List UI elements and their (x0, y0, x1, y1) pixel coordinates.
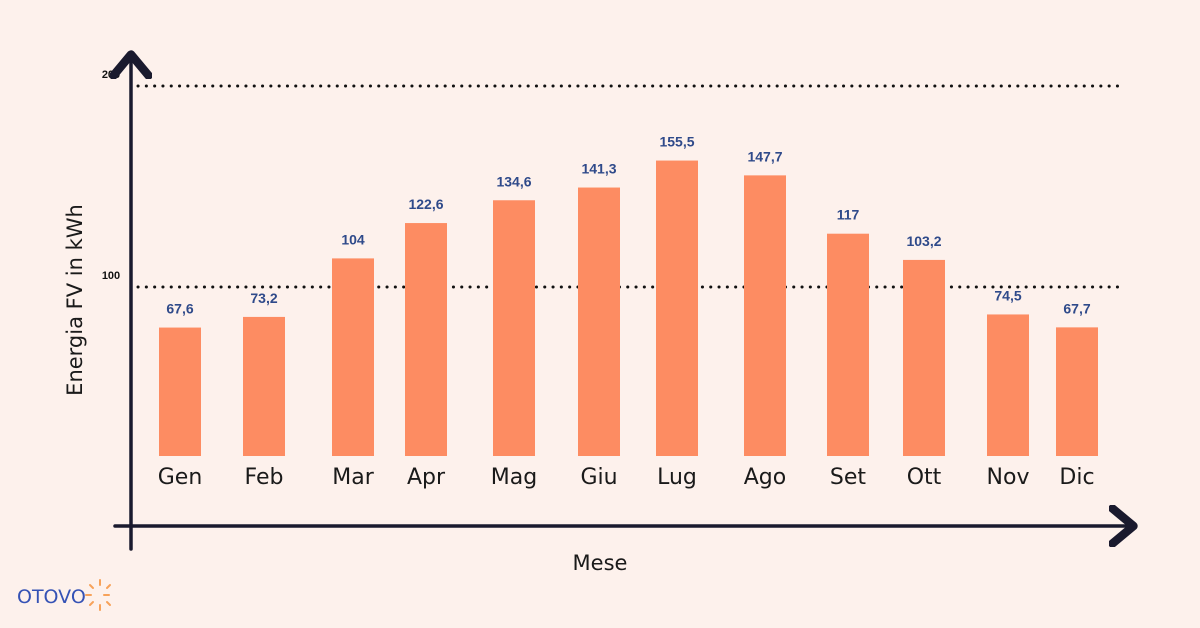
value-label: 134,6 (496, 173, 531, 189)
category-label: Lug (657, 465, 697, 490)
value-label: 117 (837, 207, 860, 223)
bar-ott (903, 259, 945, 456)
category-label: Mar (332, 465, 374, 490)
bar-lug (656, 160, 698, 457)
value-label: 104 (341, 231, 365, 247)
category-label: Dic (1059, 465, 1094, 490)
value-label: 147,7 (747, 148, 782, 164)
category-label: Ago (744, 465, 786, 490)
value-label: 67,7 (1063, 300, 1090, 316)
category-label: Feb (245, 465, 284, 490)
gridlines (136, 84, 1122, 289)
bar-giu (578, 187, 620, 456)
value-label: 141,3 (581, 161, 616, 177)
bar-mag (493, 200, 535, 456)
y-tick-label: 100 (102, 270, 120, 282)
otovo-logo: OTOVO (17, 579, 111, 611)
logo-text: OTOVO (17, 586, 86, 608)
category-label: Set (830, 465, 867, 490)
value-label: 73,2 (250, 290, 277, 306)
bar-feb (243, 316, 285, 456)
x-axis-title: Mese (573, 551, 628, 575)
bar-ago (744, 175, 786, 456)
bar-set (827, 233, 869, 456)
bars: 67,6 Gen 73,2 Feb 104 Mar 122,6 Apr 134,6 Mag 141,… (158, 134, 1098, 490)
value-label: 67,6 (166, 301, 193, 317)
category-label: Gen (158, 465, 203, 490)
sun-icon (85, 579, 111, 611)
y-axis-title: Energia FV in kWh (63, 204, 87, 396)
bar-apr (405, 223, 447, 456)
bar-gen (159, 327, 201, 456)
category-label: Mag (491, 465, 537, 490)
y-tick-label: 200 (102, 69, 120, 81)
category-label: Giu (580, 465, 617, 490)
value-label: 74,5 (994, 287, 1021, 303)
value-label: 155,5 (659, 134, 694, 150)
bar-dic (1056, 327, 1098, 456)
category-label: Ott (907, 465, 942, 490)
bar-nov (987, 314, 1029, 456)
bar-mar (332, 258, 374, 456)
value-label: 122,6 (408, 196, 443, 212)
category-label: Apr (407, 465, 446, 490)
y-ticks: 100 200 (102, 69, 120, 282)
value-label: 103,2 (906, 233, 941, 249)
category-label: Nov (987, 465, 1030, 490)
